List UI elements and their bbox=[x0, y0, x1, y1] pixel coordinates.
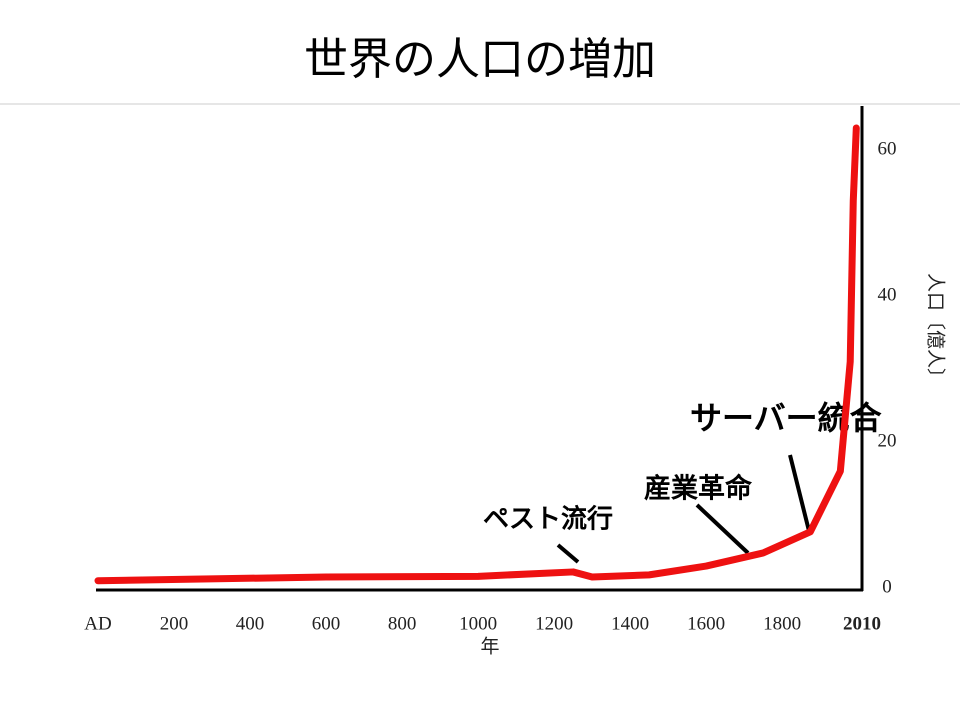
x-tick-label: 1200 bbox=[535, 613, 573, 634]
y-axis-label: 人口〔億人〕 bbox=[925, 273, 947, 387]
x-tick-label: 1400 bbox=[611, 613, 649, 634]
x-tick-label: 200 bbox=[160, 613, 189, 634]
leader-line bbox=[695, 503, 750, 555]
y-tick-label: 20 bbox=[878, 430, 897, 451]
annotation: ペスト流行 bbox=[483, 504, 613, 535]
x-tick-label: 1000 bbox=[459, 613, 497, 634]
x-tick-label: 1800 bbox=[763, 613, 801, 634]
x-axis-label: 年 bbox=[480, 635, 499, 657]
annotation: サーバー統合 bbox=[690, 399, 882, 437]
x-tick-label: 2010 bbox=[843, 613, 881, 634]
x-tick-label: 800 bbox=[388, 613, 417, 634]
x-tick-label: 600 bbox=[312, 613, 341, 634]
annotation: 産業革命 bbox=[644, 473, 753, 505]
x-tick-label: 1600 bbox=[687, 613, 725, 634]
y-tick-label: 60 bbox=[878, 138, 897, 159]
leader-line bbox=[788, 454, 812, 536]
leader-line bbox=[556, 543, 580, 564]
x-tick-label: 400 bbox=[236, 613, 265, 634]
y-tick-label: 40 bbox=[878, 284, 897, 305]
chart-title: 世界の人口の増加 bbox=[304, 34, 656, 85]
population-line bbox=[94, 124, 860, 585]
x-tick-label: AD bbox=[84, 613, 111, 634]
y-tick-label: 0 bbox=[882, 576, 892, 597]
